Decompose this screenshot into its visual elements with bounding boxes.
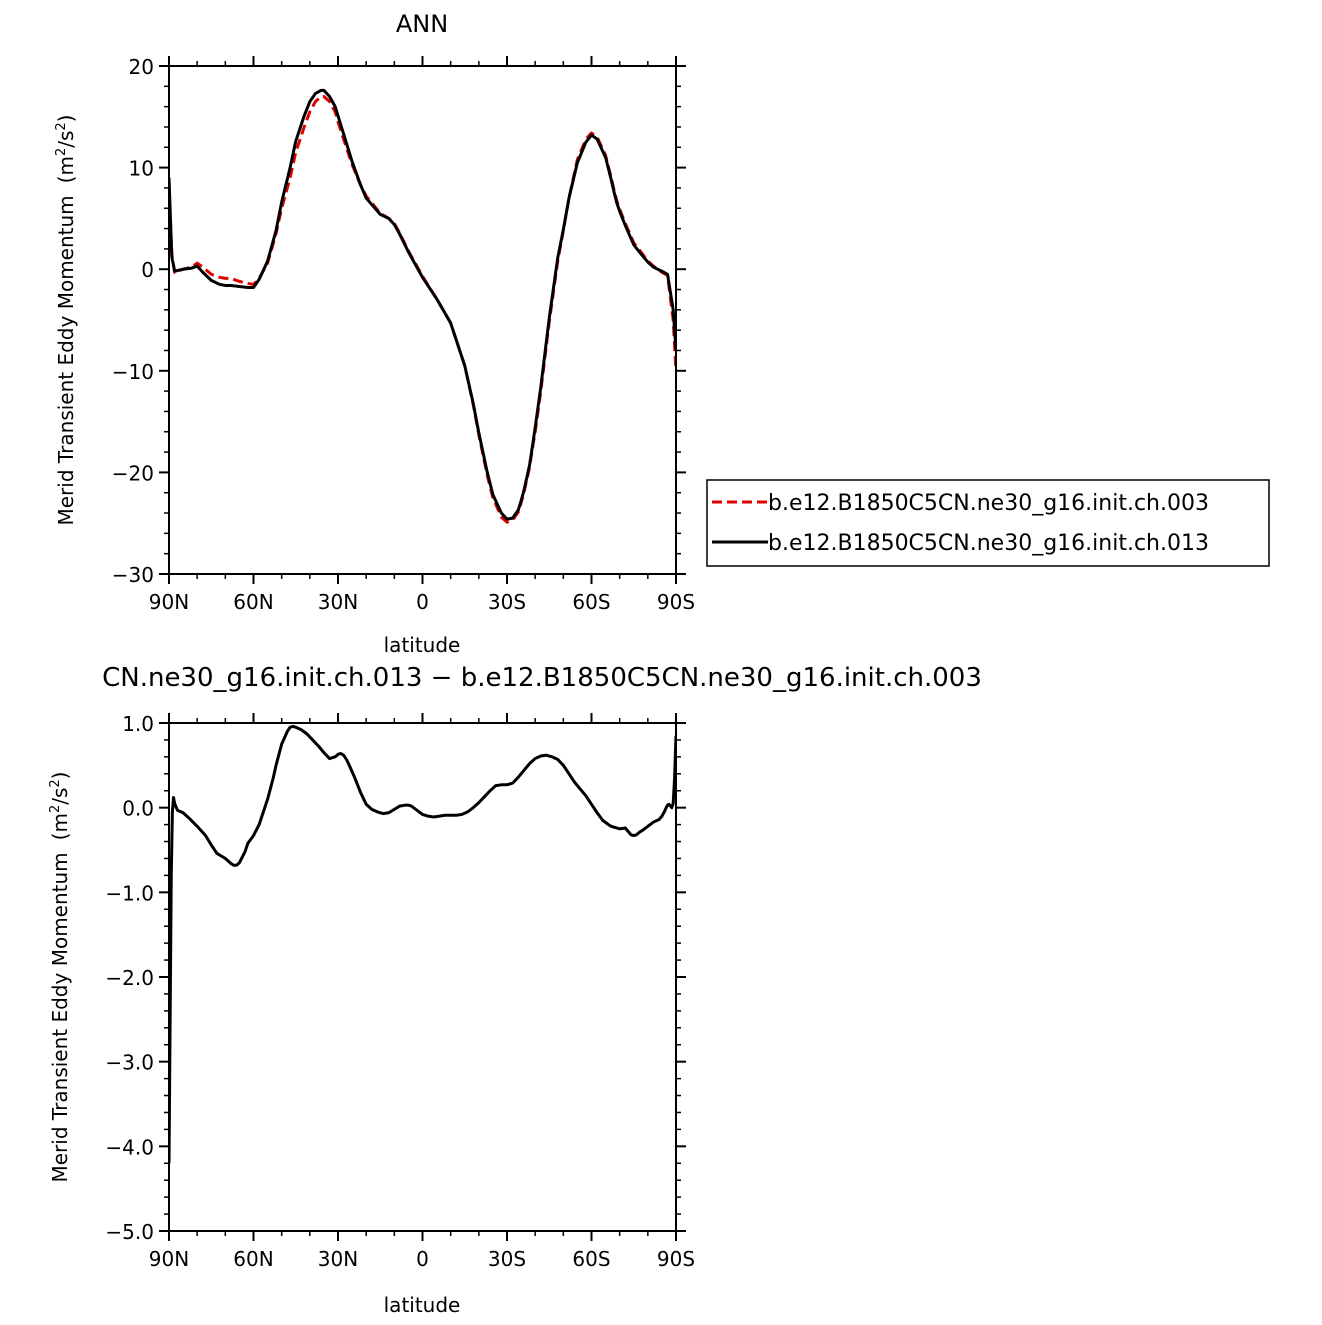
y-tick-label: 1.0 bbox=[122, 712, 154, 736]
y-tick-label: 0.0 bbox=[122, 797, 154, 821]
y-tick-label: −2.0 bbox=[105, 966, 154, 990]
panel-bottom: CN.ne30_g16.init.ch.013 − b.e12.B1850C5C… bbox=[48, 663, 982, 1317]
x-tick-label: 0 bbox=[416, 1247, 429, 1271]
y-tick-label: −1.0 bbox=[105, 881, 154, 905]
x-tick-label: 60S bbox=[572, 1247, 610, 1271]
legend-entry-003: b.e12.B1850C5CN.ne30_g16.init.ch.003 bbox=[768, 491, 1209, 516]
y-tick-label: 10 bbox=[129, 157, 154, 181]
x-tick-label: 30S bbox=[488, 590, 526, 614]
x-tick-label: 60S bbox=[572, 590, 610, 614]
x-tick-label: 90N bbox=[149, 1247, 189, 1271]
legend: b.e12.B1850C5CN.ne30_g16.init.ch.003 b.e… bbox=[706, 479, 1270, 567]
panel-top: ANN 90N 60N 30N 0 30S 60S 90S 20 10 0 −10 −20 −30 la… bbox=[54, 10, 1270, 657]
series-lines bbox=[169, 88, 676, 524]
legend-box bbox=[706, 479, 1270, 567]
legend-entry-013: b.e12.B1850C5CN.ne30_g16.init.ch.013 bbox=[768, 531, 1209, 556]
chart-title: ANN bbox=[396, 10, 448, 38]
y-tick-label: −5.0 bbox=[105, 1220, 154, 1244]
x-tick-label: 60N bbox=[233, 590, 273, 614]
y-axis-label: Merid Transient Eddy Momentum(m2/s2) bbox=[54, 115, 78, 526]
plot-frame bbox=[168, 722, 677, 1232]
x-tick-label: 90N bbox=[149, 590, 189, 614]
y-tick-label: 0 bbox=[141, 258, 154, 282]
x-tick-label: 0 bbox=[416, 590, 429, 614]
y-tick-label: −3.0 bbox=[105, 1051, 154, 1075]
x-tick-label: 30N bbox=[318, 1247, 358, 1271]
x-tick-label: 90S bbox=[657, 1247, 695, 1271]
series-line-0 bbox=[169, 94, 676, 524]
y-tick-label: 20 bbox=[129, 55, 154, 79]
x-tick-label: 30S bbox=[488, 1247, 526, 1271]
y-axis-label: Merid Transient Eddy Momentum(m2/s2) bbox=[48, 772, 72, 1183]
axis-ticks: 90N 60N 30N 0 30S 60S 90S 20 10 0 −10 −20 −30 bbox=[112, 55, 695, 614]
y-tick-label: −30 bbox=[112, 563, 154, 587]
x-tick-label: 60N bbox=[233, 1247, 273, 1271]
series-line-1 bbox=[169, 88, 676, 521]
y-tick-label: −4.0 bbox=[105, 1135, 154, 1159]
y-tick-label: −20 bbox=[112, 461, 154, 485]
x-tick-label: 30N bbox=[318, 590, 358, 614]
series-line-0 bbox=[169, 724, 676, 1164]
difference-title: CN.ne30_g16.init.ch.013 − b.e12.B1850C5C… bbox=[102, 663, 982, 693]
x-axis-label: latitude bbox=[384, 633, 461, 657]
x-axis-label: latitude bbox=[384, 1293, 461, 1317]
axis-ticks: 90N 60N 30N 0 30S 60S 90S 1.0 0.0 −1.0 −2.0 −3.0 −4.… bbox=[105, 712, 695, 1271]
series-lines bbox=[169, 724, 676, 1164]
x-tick-label: 90S bbox=[657, 590, 695, 614]
plot-frame bbox=[168, 65, 677, 575]
y-tick-label: −10 bbox=[112, 360, 154, 384]
